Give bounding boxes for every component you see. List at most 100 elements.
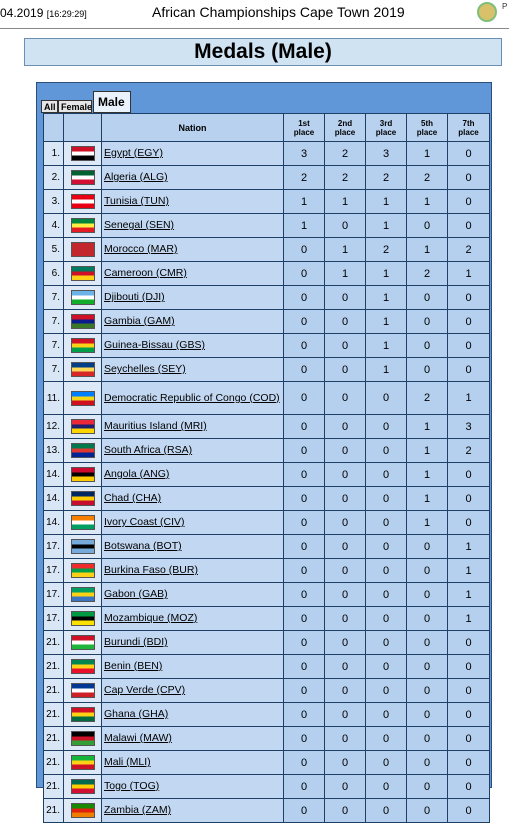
first-place-count: 0 bbox=[283, 702, 325, 727]
flag-cell bbox=[63, 750, 102, 775]
nation-link[interactable]: Gambia (GAM) bbox=[101, 309, 284, 334]
header-num: 3rd bbox=[379, 118, 393, 128]
table-row: 7. Guinea-Bissau (GBS) 0 0 1 0 0 bbox=[43, 333, 490, 358]
page-title-box: Medals (Male) bbox=[24, 38, 502, 66]
cameroon-flag-icon bbox=[70, 266, 95, 281]
nation-link[interactable]: Tunisia (TUN) bbox=[101, 189, 284, 214]
seventh-place-count: 0 bbox=[447, 726, 490, 751]
nation-link[interactable]: Algeria (ALG) bbox=[101, 165, 284, 190]
nation-link[interactable]: Ivory Coast (CIV) bbox=[101, 510, 284, 535]
tab-female[interactable]: Female bbox=[58, 100, 92, 113]
second-place-header: 2nd place bbox=[324, 113, 366, 142]
nation-link[interactable]: Gabon (GAB) bbox=[101, 582, 284, 607]
nation-link[interactable]: Democratic Republic of Congo (COD) bbox=[101, 381, 284, 415]
second-place-count: 0 bbox=[324, 438, 366, 463]
flag-cell bbox=[63, 237, 102, 262]
nation-link[interactable]: Ghana (GHA) bbox=[101, 702, 284, 727]
seventh-place-count: 0 bbox=[447, 357, 490, 382]
gabon-flag-icon bbox=[70, 587, 95, 602]
flag-header bbox=[63, 113, 102, 142]
third-place-count: 0 bbox=[365, 654, 407, 679]
flag-cell bbox=[63, 261, 102, 286]
nation-link[interactable]: Guinea-Bissau (GBS) bbox=[101, 333, 284, 358]
nation-link[interactable]: Malawi (MAW) bbox=[101, 726, 284, 751]
third-place-count: 0 bbox=[365, 438, 407, 463]
table-row: 17. Botswana (BOT) 0 0 0 0 1 bbox=[43, 534, 490, 559]
tab-all[interactable]: All bbox=[41, 100, 58, 113]
first-place-count: 1 bbox=[283, 189, 325, 214]
flag-cell bbox=[63, 141, 102, 166]
flag-cell bbox=[63, 678, 102, 703]
nation-link[interactable]: Burundi (BDI) bbox=[101, 630, 284, 655]
nation-link[interactable]: Mozambique (MOZ) bbox=[101, 606, 284, 631]
nation-link[interactable]: Chad (CHA) bbox=[101, 486, 284, 511]
ghana-flag-icon bbox=[70, 707, 95, 722]
seventh-place-count: 0 bbox=[447, 798, 490, 823]
gambia-flag-icon bbox=[70, 314, 95, 329]
first-place-count: 0 bbox=[283, 309, 325, 334]
nation-link[interactable]: Botswana (BOT) bbox=[101, 534, 284, 559]
header-word: place bbox=[458, 127, 479, 137]
nation-link[interactable]: Cap Verde (CPV) bbox=[101, 678, 284, 703]
first-place-count: 0 bbox=[283, 462, 325, 487]
second-place-count: 0 bbox=[324, 558, 366, 583]
nation-link[interactable]: Senegal (SEN) bbox=[101, 213, 284, 238]
nation-link[interactable]: Djibouti (DJI) bbox=[101, 285, 284, 310]
fifth-place-count: 2 bbox=[406, 165, 448, 190]
rank-cell: 6. bbox=[43, 261, 64, 286]
flag-cell bbox=[63, 558, 102, 583]
rank-cell: 17. bbox=[43, 606, 64, 631]
seventh-place-count: 0 bbox=[447, 486, 490, 511]
nation-link[interactable]: Egypt (EGY) bbox=[101, 141, 284, 166]
flag-cell bbox=[63, 165, 102, 190]
seventh-place-count: 0 bbox=[447, 309, 490, 334]
third-place-count: 0 bbox=[365, 774, 407, 799]
fifth-place-count: 2 bbox=[406, 381, 448, 415]
nation-link[interactable]: Burkina Faso (BUR) bbox=[101, 558, 284, 583]
nation-link[interactable]: Togo (TOG) bbox=[101, 774, 284, 799]
table-row: 11. Democratic Republic of Congo (COD) 0 0 0… bbox=[43, 381, 490, 415]
second-place-count: 0 bbox=[324, 486, 366, 511]
guinea-bissau-flag-icon bbox=[70, 338, 95, 353]
event-logo-icon bbox=[477, 2, 497, 22]
burundi-flag-icon bbox=[70, 635, 95, 650]
nation-link[interactable]: South Africa (RSA) bbox=[101, 438, 284, 463]
second-place-count: 0 bbox=[324, 702, 366, 727]
flag-cell bbox=[63, 486, 102, 511]
second-place-count: 0 bbox=[324, 750, 366, 775]
header-num: 5th bbox=[421, 118, 433, 128]
flag-cell bbox=[63, 189, 102, 214]
third-place-count: 1 bbox=[365, 357, 407, 382]
fifth-place-count: 1 bbox=[406, 141, 448, 166]
table-row: 21. Togo (TOG) 0 0 0 0 0 bbox=[43, 774, 490, 799]
rank-cell: 17. bbox=[43, 558, 64, 583]
third-place-count: 0 bbox=[365, 582, 407, 607]
nation-link[interactable]: Angola (ANG) bbox=[101, 462, 284, 487]
fifth-place-count: 0 bbox=[406, 534, 448, 559]
first-place-count: 0 bbox=[283, 357, 325, 382]
fifth-place-count: 0 bbox=[406, 558, 448, 583]
nation-link[interactable]: Morocco (MAR) bbox=[101, 237, 284, 262]
table-row: 17. Gabon (GAB) 0 0 0 0 1 bbox=[43, 582, 490, 607]
rank-cell: 21. bbox=[43, 678, 64, 703]
third-place-count: 0 bbox=[365, 702, 407, 727]
nation-link[interactable]: Mali (MLI) bbox=[101, 750, 284, 775]
third-place-count: 0 bbox=[365, 750, 407, 775]
rank-cell: 13. bbox=[43, 438, 64, 463]
rank-cell: 12. bbox=[43, 414, 64, 439]
tab-male[interactable]: Male bbox=[93, 91, 131, 113]
nation-link[interactable]: Mauritius Island (MRI) bbox=[101, 414, 284, 439]
nation-link[interactable]: Benin (BEN) bbox=[101, 654, 284, 679]
nation-link[interactable]: Cameroon (CMR) bbox=[101, 261, 284, 286]
flag-cell bbox=[63, 774, 102, 799]
nation-link[interactable]: Zambia (ZAM) bbox=[101, 798, 284, 823]
second-place-count: 0 bbox=[324, 726, 366, 751]
seventh-place-count: 0 bbox=[447, 702, 490, 727]
fifth-place-count: 0 bbox=[406, 774, 448, 799]
first-place-header: 1st place bbox=[283, 113, 325, 142]
third-place-count: 0 bbox=[365, 486, 407, 511]
nation-link[interactable]: Seychelles (SEY) bbox=[101, 357, 284, 382]
second-place-count: 0 bbox=[324, 309, 366, 334]
header-word: place bbox=[293, 127, 315, 137]
seventh-place-count: 0 bbox=[447, 750, 490, 775]
